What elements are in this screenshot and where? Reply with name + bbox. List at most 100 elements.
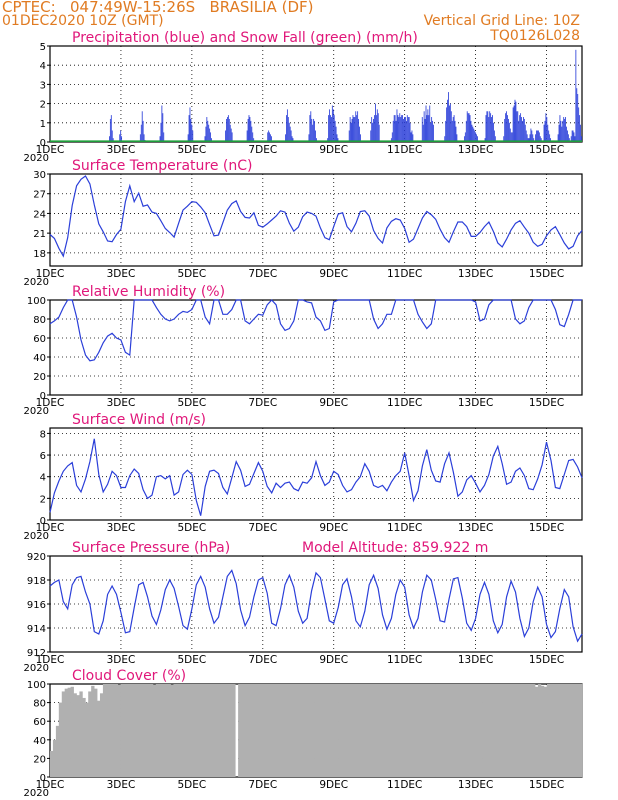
precip-bar — [431, 117, 433, 142]
precip-bar — [163, 132, 165, 142]
precip-bar — [532, 134, 534, 142]
precip-bar — [332, 109, 334, 142]
precip-bar — [446, 107, 448, 142]
cloud-bar — [373, 684, 377, 777]
precip-bar — [309, 115, 311, 142]
precip-bar — [464, 132, 466, 142]
precip-bar — [404, 117, 405, 142]
precip-bar — [269, 132, 271, 142]
cloud-bar — [94, 688, 98, 777]
precip-bar — [508, 118, 509, 142]
precip-bar — [337, 138, 339, 142]
x-tick-label: 9DEC — [319, 397, 348, 409]
precip-bar — [536, 130, 537, 142]
y-tick-label: 80 — [33, 315, 46, 326]
precip-bar — [433, 124, 434, 142]
x-tick-label: 3DEC — [107, 144, 136, 156]
x-tick-label: 15DEC — [529, 268, 564, 280]
header-run-time: 01DEC2020 10Z (GMT) — [2, 13, 164, 29]
cloud-bar — [135, 684, 139, 777]
cloud-bar — [202, 684, 207, 777]
x-tick-label: 9DEC — [319, 522, 348, 534]
precip-bar — [504, 118, 506, 142]
cloud-bar — [314, 684, 318, 777]
cloud-bar — [485, 684, 489, 777]
precip-bar — [248, 115, 250, 142]
precip-bar — [493, 130, 495, 142]
x-tick-label: 13DEC — [458, 268, 493, 280]
cloud-bar — [396, 684, 401, 777]
cloud-bar — [138, 684, 142, 777]
precip-bar — [353, 117, 355, 142]
precip-bar — [210, 132, 212, 142]
y-tick-label: 27 — [33, 190, 46, 201]
precip-bar — [565, 117, 566, 142]
precip-bar — [406, 115, 408, 142]
precip-bar — [246, 130, 248, 142]
y-tick-label: 80 — [33, 699, 46, 710]
cloud-bar — [432, 684, 436, 777]
precip-bar — [208, 124, 210, 142]
precip-bar — [378, 124, 380, 142]
precip-bar — [580, 124, 581, 142]
precip-bar — [486, 111, 488, 142]
precip-bar — [573, 132, 575, 142]
precip-bar — [161, 105, 163, 142]
cloud-bar — [270, 684, 274, 777]
precip-bar — [225, 130, 226, 142]
cloud-bar — [393, 684, 398, 777]
precip-bar — [456, 134, 458, 142]
precip-bar — [470, 120, 472, 142]
cloud-bar — [558, 684, 562, 777]
precip-bar — [562, 120, 564, 142]
precip-bar — [400, 117, 402, 142]
precip-bar — [512, 107, 514, 142]
precip-bar — [581, 136, 582, 142]
cloud-bar — [61, 691, 66, 777]
x-tick-label: 7DEC — [248, 397, 277, 409]
cloud-bar — [452, 684, 457, 777]
cloud-bar — [364, 684, 368, 777]
precip-bar — [331, 105, 333, 142]
cloud-bar — [349, 684, 354, 777]
precip-bar — [548, 130, 550, 142]
panel-pres: 912 914 916 918 920 1DEC 3DEC 5DEC 7DEC 9DEC 11DEC… — [24, 540, 583, 674]
precip-bar — [229, 124, 231, 142]
cloud-bar — [291, 684, 295, 777]
precip-bar — [315, 130, 316, 142]
precip-bar — [396, 109, 398, 142]
precip-bar — [473, 128, 475, 142]
precip-bar — [375, 115, 377, 142]
y-tick-label: 4 — [40, 61, 46, 72]
precip-bar — [563, 117, 565, 142]
precip-bar — [522, 120, 523, 142]
panel-title: Surface Temperature (nC) — [72, 158, 253, 174]
x-tick-label: 13DEC — [458, 779, 493, 791]
precip-bar — [397, 115, 399, 142]
precip-bar — [267, 132, 269, 142]
precip-bar — [207, 120, 209, 142]
x-tick-label: 7DEC — [248, 779, 277, 791]
cloud-bar — [576, 684, 580, 777]
y-tick-label: 18 — [33, 249, 46, 260]
precip-bar — [290, 130, 292, 142]
precip-bar — [546, 117, 548, 142]
precip-bar — [392, 120, 394, 142]
cloud-bar — [267, 684, 271, 777]
y-tick-label: 4 — [40, 473, 46, 484]
cloud-bar — [182, 684, 186, 777]
precip-bar — [574, 136, 576, 142]
precip-bar — [521, 117, 522, 142]
y-tick-label: 2 — [40, 100, 46, 111]
precip-bar — [142, 120, 144, 142]
precip-bar — [509, 128, 511, 142]
precip-bar — [141, 111, 143, 142]
precip-bar — [159, 136, 161, 142]
x-tick-label: 3DEC — [107, 397, 136, 409]
cloud-bar — [529, 684, 533, 777]
precip-bar — [112, 138, 114, 142]
precip-bar — [454, 120, 456, 142]
x-tick-label: 7DEC — [248, 144, 277, 156]
precip-bar — [474, 130, 476, 142]
